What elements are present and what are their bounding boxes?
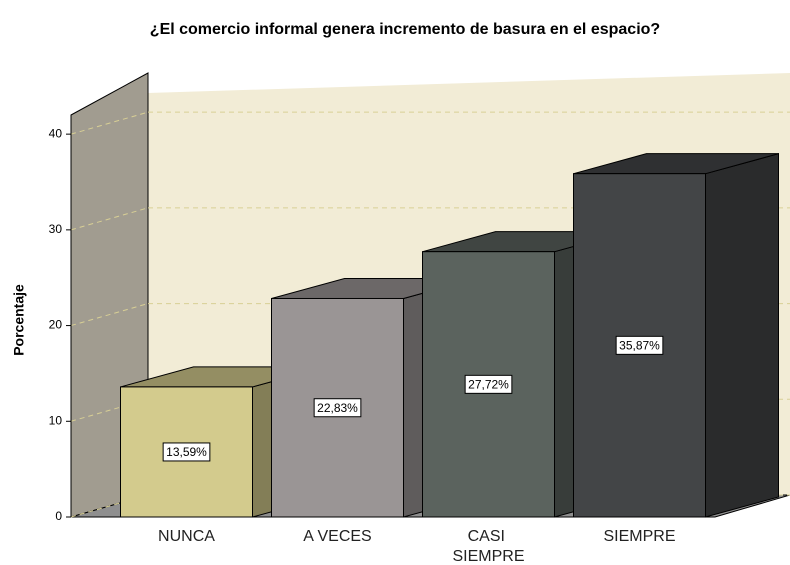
x-tick-label: CASI SIEMPRE [452,528,524,565]
chart-title: ¿El comercio informal genera incremento … [150,21,660,38]
value-label: 13,59% [166,445,207,459]
x-tick-label: A VECES [303,528,371,545]
y-tick-label: 40 [49,126,63,140]
grid-line [70,303,149,327]
y-tick-label: 30 [49,222,63,236]
value-label-box [162,442,211,462]
value-label: 35,87% [619,339,660,353]
y-tick-label: 0 [55,509,62,523]
value-label-box [313,398,362,418]
grid-line [70,207,149,231]
x-tick-label: SIEMPRE [603,528,675,545]
value-label: 27,72% [468,378,509,392]
value-label-box [464,374,513,394]
bar-side [705,153,779,518]
y-axis-label: Porcentaje [11,284,27,356]
y-tick-label: 20 [49,318,63,332]
value-label-box [615,335,664,355]
x-tick-label: NUNCA [158,528,215,545]
y-tick-label: 10 [49,413,63,427]
grid-line [70,111,149,135]
value-label: 22,83% [317,401,358,415]
